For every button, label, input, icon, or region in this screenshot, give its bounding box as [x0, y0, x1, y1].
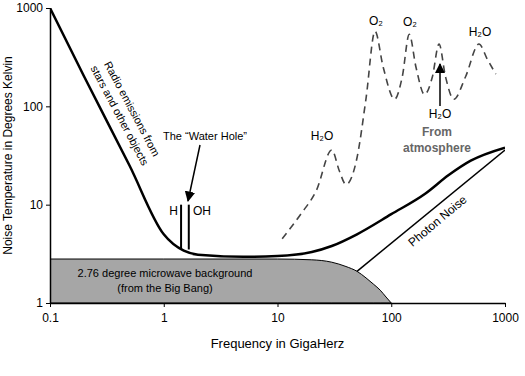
- y-tick: 100: [23, 100, 50, 114]
- annotation: 2.76 degree microwave background: [78, 267, 253, 279]
- annotation: The “Water Hole”: [163, 130, 247, 142]
- x-tick-label: 10: [271, 311, 285, 325]
- background-area: [50, 259, 391, 303]
- chart-container: 0.111010010001101001000Frequency in Giga…: [0, 0, 525, 376]
- x-tick: 1: [161, 303, 168, 325]
- annotation: From: [422, 125, 452, 139]
- x-tick: 0.1: [42, 303, 59, 325]
- x-tick-mark: [391, 303, 392, 307]
- y-tick-mark: [46, 205, 50, 206]
- y-tick-label: 10: [30, 198, 44, 212]
- y-axis-title: Noise Temperature in Degrees Kelvin: [1, 56, 15, 255]
- annotation: O₂: [403, 15, 417, 29]
- x-tick: 10: [271, 303, 285, 325]
- named-line: [357, 150, 505, 271]
- y-tick-label: 100: [23, 100, 43, 114]
- noise-curve: [50, 8, 505, 257]
- annotation-arrow: [439, 64, 441, 106]
- x-tick-mark: [164, 303, 165, 307]
- annotation: atmosphere: [403, 141, 471, 155]
- annotation: stars and other objects: [88, 63, 151, 167]
- named-line: [180, 205, 182, 250]
- x-axis-title: Frequency in GigaHerz: [211, 336, 345, 351]
- y-axis: 1 10 100 1000: [16, 1, 50, 310]
- marks: [50, 8, 505, 303]
- y-tick-mark: [46, 8, 50, 9]
- x-tick-label: 100: [382, 311, 402, 325]
- annotation-arrow: [188, 145, 200, 201]
- x-tick: 1000: [492, 303, 519, 325]
- plot-area: 0.111010010001101001000: [16, 1, 519, 325]
- named-line: [188, 205, 190, 250]
- series-label: OH: [193, 204, 211, 218]
- y-tick-mark: [46, 303, 50, 304]
- annotation: H₂O: [311, 129, 334, 143]
- y-tick-label: 1000: [16, 1, 43, 15]
- y-tick: 1000: [16, 1, 50, 15]
- x-tick-label: 1000: [492, 311, 519, 325]
- y-tick: 10: [30, 198, 50, 212]
- x-tick-mark: [50, 303, 51, 307]
- y-tick: 1: [36, 296, 50, 310]
- chart-svg: 0.111010010001101001000Frequency in Giga…: [0, 0, 525, 376]
- x-tick-label: 0.1: [42, 311, 59, 325]
- annotation: (from the Big Bang): [117, 282, 212, 294]
- annotation: H₂O: [429, 107, 452, 121]
- y-tick-label: 1: [36, 296, 43, 310]
- x-tick-label: 1: [161, 311, 168, 325]
- y-axis-line: [50, 9, 52, 304]
- series-label: Photon Noise: [405, 192, 469, 249]
- x-tick: 100: [382, 303, 402, 325]
- y-tick-mark: [46, 106, 50, 107]
- x-axis: 0.1 1 10 100 1000: [42, 303, 519, 325]
- x-tick-mark: [505, 303, 506, 307]
- x-tick-mark: [278, 303, 279, 307]
- series-label: H: [169, 204, 178, 218]
- annotation: O₂: [369, 14, 383, 28]
- annotation: H₂O: [469, 25, 492, 39]
